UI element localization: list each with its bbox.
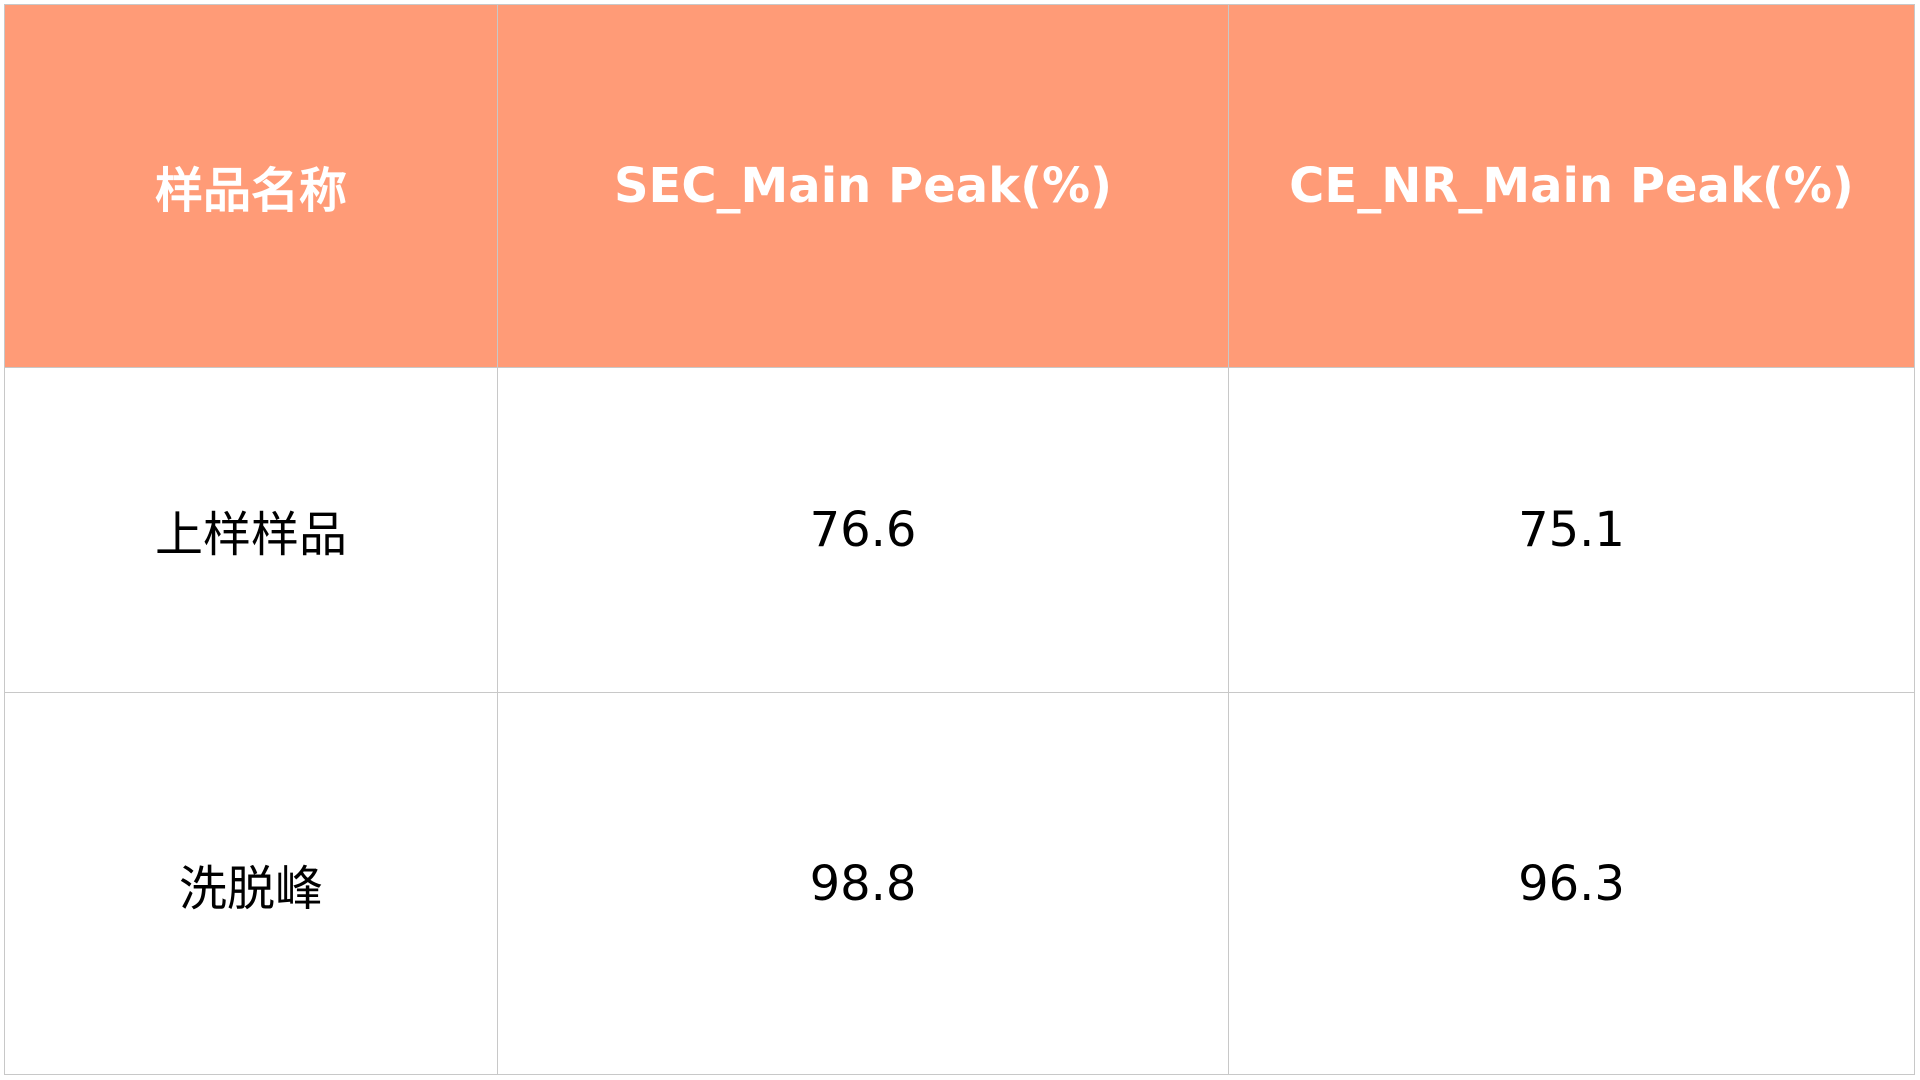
sample-name: 洗脱峰 [4,692,498,1075]
header-cell: SEC_Main Peak(%) [497,4,1229,368]
header-cell: CE_NR_Main Peak(%) [1228,4,1915,368]
table-row: 上样样品 76.6 75.1 [4,367,1915,693]
value-cell: 98.8 [497,692,1229,1075]
table-row: 洗脱峰 98.8 96.3 [4,692,1915,1075]
sample-name: 上样样品 [4,367,498,693]
header-cell: 样品名称 [4,4,498,368]
value-cell: 96.3 [1228,692,1915,1075]
value-cell: 75.1 [1228,367,1915,693]
data-table: 样品名称 SEC_Main Peak(%) CE_NR_Main Peak(%) 上… [4,4,1915,1075]
value-cell: 76.6 [497,367,1229,693]
header-row: 样品名称 SEC_Main Peak(%) CE_NR_Main Peak(%) [4,4,1915,368]
